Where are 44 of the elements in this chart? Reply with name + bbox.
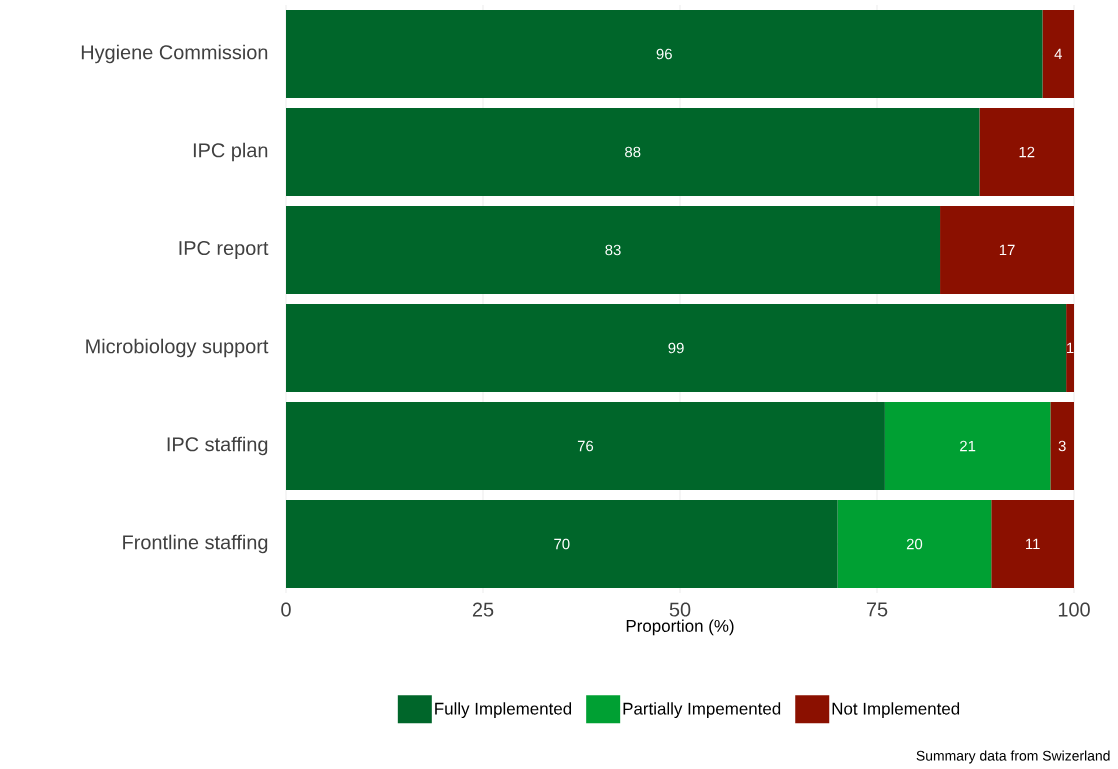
bar [286,303,1067,392]
x-axis-title: Proportion (%) [626,619,734,636]
bar [1050,401,1075,490]
bar [1042,9,1075,98]
y-tick-label: Hygiene Commission [81,44,268,64]
data-label: 96 [656,48,672,60]
data-label: 99 [668,342,684,354]
bar [286,107,980,196]
x-tick-label: 25 [472,602,494,617]
y-tick-label: IPC report [179,240,269,260]
bar [286,401,885,490]
data-label: 3 [1058,440,1066,452]
x-tick-label: 75 [866,602,888,617]
bar [286,9,1043,98]
bar [884,401,1051,490]
legend-label: Fully Implemented [435,702,572,719]
bar [991,499,1075,588]
data-label: 12 [1019,146,1035,158]
bar [286,205,941,294]
y-tick-label: IPC staffing [167,436,268,456]
data-label: 88 [625,146,641,158]
data-label: 1 [1067,342,1074,354]
bar [979,107,1075,196]
data-label: 83 [605,244,621,256]
y-tick-label: Microbiology support [86,338,269,358]
text: Summary data from Swizerland [916,750,1110,764]
bar [940,205,1075,294]
x-tick-label: 50 [669,602,691,617]
bar [837,499,992,588]
data-label: 17 [999,244,1015,256]
legend-label: Partially Impemented [623,702,781,719]
data-label: 21 [960,440,976,452]
data-label: 76 [577,440,594,452]
data-label: 20 [906,538,923,550]
y-tick-label: Frontline staffing [123,534,268,554]
data-label: 11 [1026,538,1040,550]
bar [286,499,838,588]
legend-label: Not Implemented [832,702,960,719]
bar [1066,303,1075,392]
x-tick-label: 0 [281,602,291,617]
y-tick-label: IPC plan [193,142,268,162]
data-label: 4 [1054,48,1062,60]
x-tick-label: 100 [1058,602,1090,617]
data-label: 70 [554,538,570,550]
